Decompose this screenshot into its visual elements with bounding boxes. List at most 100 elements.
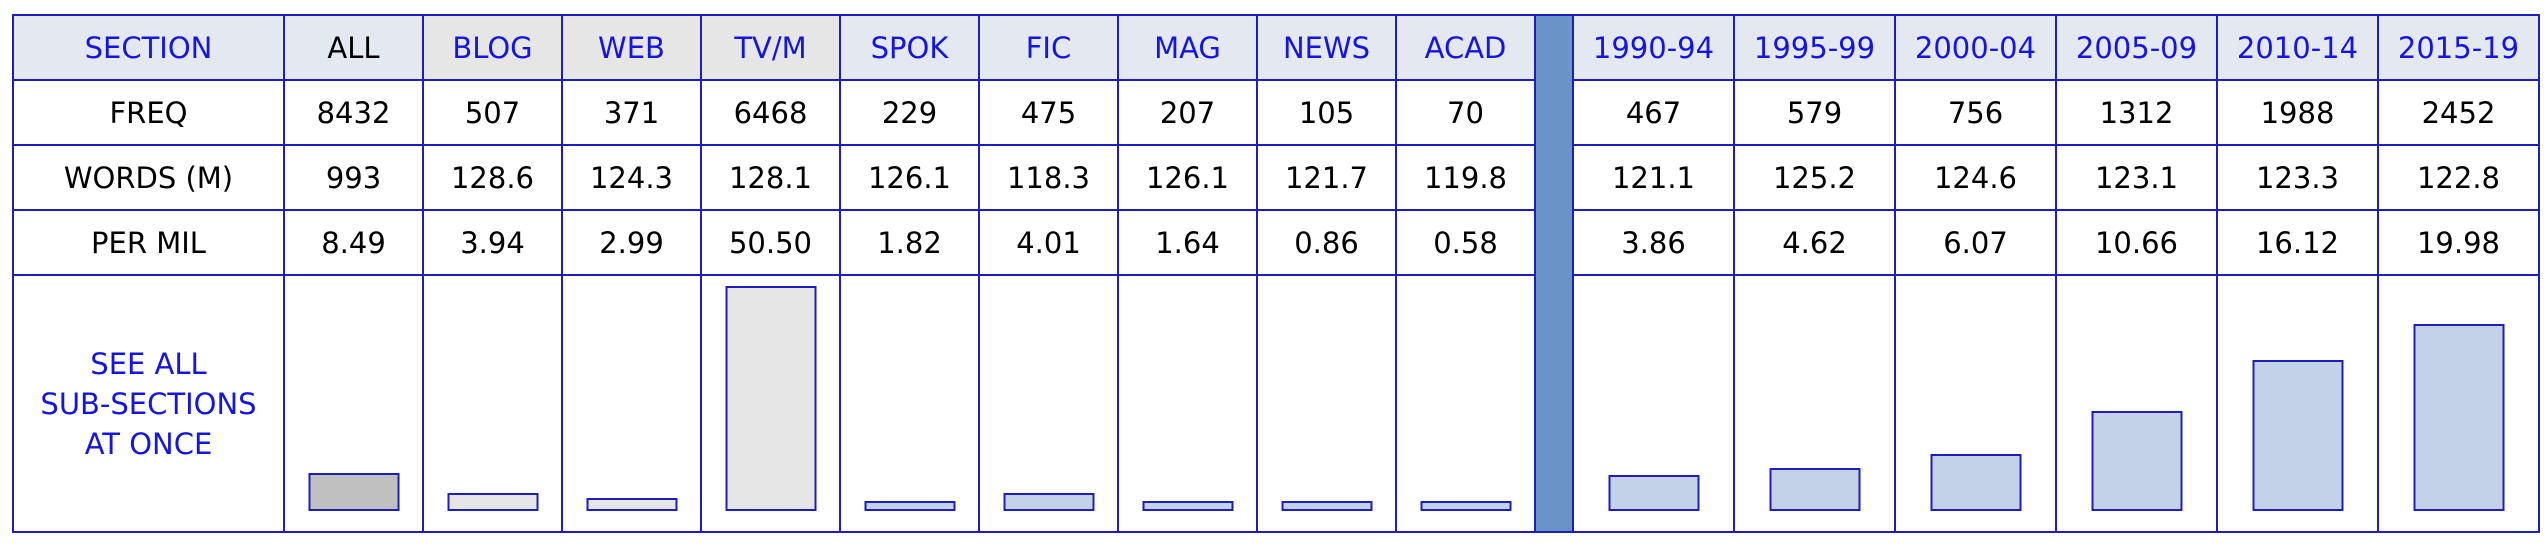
freq-cell: 756: [1895, 80, 2056, 145]
per-mil-bar[interactable]: [308, 473, 399, 511]
per-mil-cell: 6.07: [1895, 210, 2056, 275]
row-label-section: SECTION: [13, 15, 284, 80]
bar-cell: [423, 275, 562, 532]
per-mil-cell: 0.86: [1257, 210, 1396, 275]
per-mil-cell: 1.64: [1118, 210, 1257, 275]
per-mil-cell: 8.49: [284, 210, 423, 275]
words-cell: 124.6: [1895, 145, 2056, 210]
freq-cell: 371: [562, 80, 701, 145]
per-mil-cell: 2.99: [562, 210, 701, 275]
per-mil-cell: 19.98: [2378, 210, 2539, 275]
section-2000-04-link[interactable]: 2000-04: [1895, 15, 2056, 80]
per-mil-cell: 3.94: [423, 210, 562, 275]
see-all-line: AT ONCE: [14, 424, 283, 464]
freq-cell: 507: [423, 80, 562, 145]
section-fic-link[interactable]: FIC: [979, 15, 1118, 80]
section-blog-link[interactable]: BLOG: [423, 15, 562, 80]
per-mil-cell: 1.82: [840, 210, 979, 275]
per-mil-bar[interactable]: [447, 493, 538, 511]
per-mil-bar[interactable]: [864, 501, 955, 511]
bar-cell: [1396, 275, 1535, 532]
bar-row: SEE ALL SUB-SECTIONS AT ONCE: [13, 275, 2539, 532]
per-mil-bar[interactable]: [1930, 454, 2021, 511]
freq-cell: 1988: [2217, 80, 2378, 145]
bar-cell: [1895, 275, 2056, 532]
freq-cell: 1312: [2056, 80, 2217, 145]
per-mil-bar[interactable]: [586, 498, 677, 511]
section-all-link[interactable]: ALL: [284, 15, 423, 80]
words-cell: 128.1: [701, 145, 840, 210]
words-cell: 128.6: [423, 145, 562, 210]
per-mil-bar[interactable]: [1420, 501, 1511, 511]
row-label-freq: FREQ: [13, 80, 284, 145]
bar-cell: [1734, 275, 1895, 532]
per-mil-cell: 50.50: [701, 210, 840, 275]
bar-cell: [2056, 275, 2217, 532]
see-all-subsections-link[interactable]: SEE ALL SUB-SECTIONS AT ONCE: [13, 275, 284, 532]
freq-cell: 8432: [284, 80, 423, 145]
freq-row: FREQ 8432 507 371 6468 229 475 207 105 7…: [13, 80, 2539, 145]
words-cell: 125.2: [1734, 145, 1895, 210]
bar-cell: [840, 275, 979, 532]
per-mil-bar[interactable]: [2091, 411, 2182, 511]
freq-cell: 2452: [2378, 80, 2539, 145]
section-2010-14-link[interactable]: 2010-14: [2217, 15, 2378, 80]
section-news-link[interactable]: NEWS: [1257, 15, 1396, 80]
freq-cell: 579: [1734, 80, 1895, 145]
words-cell: 123.1: [2056, 145, 2217, 210]
freq-cell: 105: [1257, 80, 1396, 145]
section-web-link[interactable]: WEB: [562, 15, 701, 80]
see-all-line: SUB-SECTIONS: [14, 384, 283, 424]
freq-cell: 475: [979, 80, 1118, 145]
bar-cell: [1118, 275, 1257, 532]
bar-cell: [1573, 275, 1734, 532]
section-2005-09-link[interactable]: 2005-09: [2056, 15, 2217, 80]
section-2015-19-link[interactable]: 2015-19: [2378, 15, 2539, 80]
per-mil-cell: 10.66: [2056, 210, 2217, 275]
frequency-table: SECTION ALL BLOG WEB TV/M SPOK FIC MAG N…: [12, 14, 2540, 533]
section-acad-link[interactable]: ACAD: [1396, 15, 1535, 80]
row-label-words: WORDS (M): [13, 145, 284, 210]
freq-cell: 229: [840, 80, 979, 145]
row-label-per-mil: PER MIL: [13, 210, 284, 275]
per-mil-bar[interactable]: [1142, 501, 1233, 511]
per-mil-bar[interactable]: [2252, 360, 2343, 511]
words-row: WORDS (M) 993 128.6 124.3 128.1 126.1 11…: [13, 145, 2539, 210]
per-mil-cell: 3.86: [1573, 210, 1734, 275]
words-cell: 121.1: [1573, 145, 1734, 210]
per-mil-bar[interactable]: [2413, 324, 2504, 511]
bar-cell: [979, 275, 1118, 532]
bar-cell: [2378, 275, 2539, 532]
per-mil-bar[interactable]: [1003, 493, 1094, 511]
freq-cell: 207: [1118, 80, 1257, 145]
bar-cell: [1257, 275, 1396, 532]
freq-cell: 70: [1396, 80, 1535, 145]
words-cell: 121.7: [1257, 145, 1396, 210]
section-1990-94-link[interactable]: 1990-94: [1573, 15, 1734, 80]
section-spok-link[interactable]: SPOK: [840, 15, 979, 80]
bar-cell: [701, 275, 840, 532]
bar-cell: [2217, 275, 2378, 532]
per-mil-cell: 4.01: [979, 210, 1118, 275]
section-1995-99-link[interactable]: 1995-99: [1734, 15, 1895, 80]
section-tvm-link[interactable]: TV/M: [701, 15, 840, 80]
words-cell: 124.3: [562, 145, 701, 210]
per-mil-row: PER MIL 8.49 3.94 2.99 50.50 1.82 4.01 1…: [13, 210, 2539, 275]
section-mag-link[interactable]: MAG: [1118, 15, 1257, 80]
words-cell: 126.1: [1118, 145, 1257, 210]
per-mil-bar[interactable]: [1608, 475, 1699, 511]
bar-cell: [284, 275, 423, 532]
words-cell: 126.1: [840, 145, 979, 210]
see-all-line: SEE ALL: [14, 344, 283, 384]
per-mil-bar[interactable]: [1281, 501, 1372, 511]
words-cell: 993: [284, 145, 423, 210]
per-mil-bar[interactable]: [1769, 468, 1860, 511]
freq-cell: 6468: [701, 80, 840, 145]
see-all-label: SEE ALL SUB-SECTIONS AT ONCE: [14, 344, 283, 464]
section-header-row: SECTION ALL BLOG WEB TV/M SPOK FIC MAG N…: [13, 15, 2539, 80]
bar-cell: [562, 275, 701, 532]
words-cell: 118.3: [979, 145, 1118, 210]
words-cell: 123.3: [2217, 145, 2378, 210]
per-mil-bar[interactable]: [725, 286, 816, 511]
per-mil-cell: 16.12: [2217, 210, 2378, 275]
